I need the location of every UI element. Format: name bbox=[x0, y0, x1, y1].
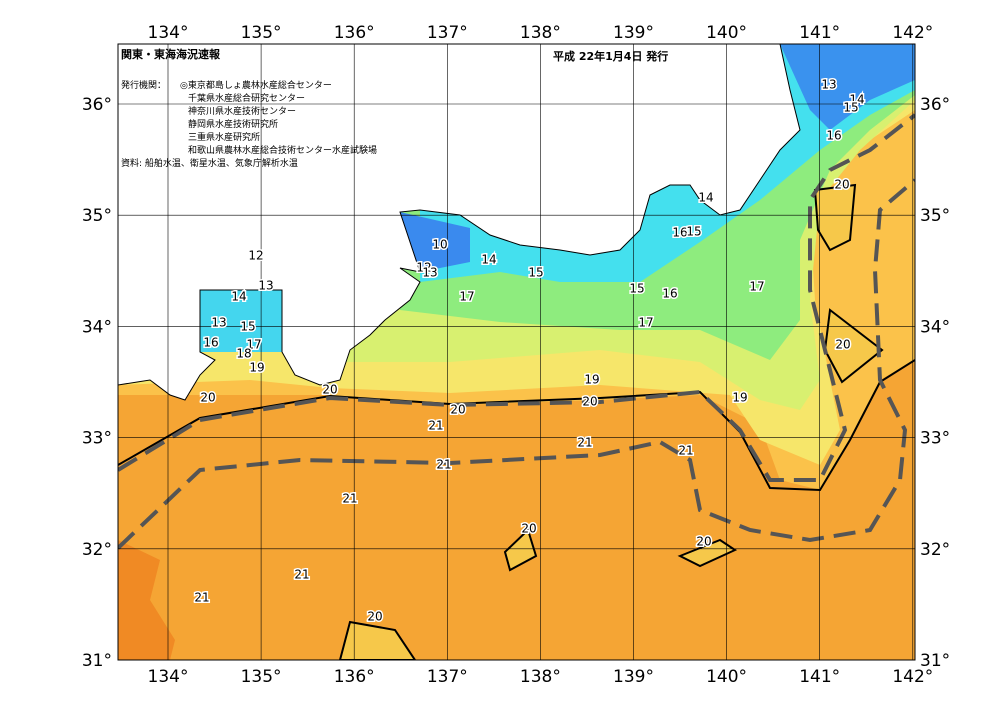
longitude-label: 141° bbox=[799, 23, 840, 43]
issuer: 三重県水産研究所 bbox=[188, 131, 260, 143]
contour-label: 16 bbox=[203, 336, 218, 350]
contour-label: 20 bbox=[521, 522, 536, 536]
longitude-label: 141° bbox=[799, 667, 840, 687]
longitude-label: 142° bbox=[892, 23, 933, 43]
contour-label: 14 bbox=[481, 253, 496, 267]
issuer: 和歌山県農林水産総合技術センター水産試験場 bbox=[188, 144, 377, 156]
contour-label: 13 bbox=[211, 316, 226, 330]
contour-label: 20 bbox=[582, 395, 597, 409]
contour-label: 20 bbox=[835, 338, 850, 352]
issuer: 静岡県水産技術研究所 bbox=[188, 118, 278, 130]
latitude-label: 35° bbox=[82, 206, 112, 226]
contour-label: 18 bbox=[236, 347, 251, 361]
latitude-label: 33° bbox=[920, 429, 950, 449]
latitude-label: 33° bbox=[82, 429, 112, 449]
issuer: 千葉県水産総合研究センター bbox=[188, 92, 305, 104]
longitude-label: 136° bbox=[334, 23, 375, 43]
longitude-label: 140° bbox=[706, 667, 747, 687]
longitude-label: 139° bbox=[613, 23, 654, 43]
contour-label: 20 bbox=[322, 383, 337, 397]
longitude-label: 137° bbox=[427, 23, 468, 43]
contour-label: 14 bbox=[698, 191, 713, 205]
contour-label: 20 bbox=[367, 610, 382, 624]
contour-label: 15 bbox=[686, 225, 701, 239]
contour-label: 13 bbox=[422, 266, 437, 280]
contour-label: 20 bbox=[834, 178, 849, 192]
contour-label: 21 bbox=[436, 458, 451, 472]
longitude-label: 138° bbox=[520, 667, 561, 687]
title: 関東・東海海況速報 bbox=[121, 47, 221, 61]
longitude-label: 142° bbox=[892, 667, 933, 687]
contour-label: 20 bbox=[450, 403, 465, 417]
latitude-label: 36° bbox=[82, 95, 112, 115]
contour-label: 15 bbox=[240, 320, 255, 334]
map-frame bbox=[117, 43, 916, 661]
data-source: 資料: 船舶水温、衛星水温、気象庁解析水温 bbox=[121, 157, 298, 169]
contour-label: 21 bbox=[194, 591, 209, 605]
longitude-label: 138° bbox=[520, 23, 561, 43]
contour-label: 17 bbox=[246, 338, 261, 352]
contour-label: 10 bbox=[432, 238, 447, 252]
latitude-label: 31° bbox=[82, 651, 112, 671]
issuer-list: ◎東京都島しょ農林水産総合センター千葉県水産総合研究センター神奈川県水産技術セン… bbox=[180, 79, 377, 156]
longitude-label: 136° bbox=[334, 667, 375, 687]
contour-label: 16 bbox=[672, 226, 687, 240]
latitude-label: 35° bbox=[920, 206, 950, 226]
latitude-label: 32° bbox=[920, 540, 950, 560]
contour-label: 17 bbox=[749, 280, 764, 294]
contour-label: 12 bbox=[416, 261, 431, 275]
contour-label: 20 bbox=[200, 391, 215, 405]
contour-label: 13 bbox=[258, 279, 273, 293]
coordinate-labels: 134° 134° 135° 135° 136° 136° 137° 137° 138° 138°… bbox=[82, 23, 950, 687]
contour-label: 21 bbox=[342, 492, 357, 506]
latitude-label: 34° bbox=[920, 317, 950, 337]
issue-date: 平成 22年1月4日 発行 bbox=[553, 49, 668, 63]
issuer: 神奈川県水産技術センター bbox=[188, 105, 296, 117]
contour-label: 16 bbox=[662, 287, 677, 301]
latitude-label: 32° bbox=[82, 540, 112, 560]
contour-label: 20 bbox=[696, 535, 711, 549]
contour-label: 21 bbox=[678, 444, 693, 458]
longitude-label: 137° bbox=[427, 667, 468, 687]
longitude-label: 135° bbox=[241, 667, 282, 687]
contour-label: 16 bbox=[826, 129, 841, 143]
issuer-label: 発行機関： bbox=[121, 79, 166, 91]
contour-label: 19 bbox=[584, 373, 599, 387]
longitude-label: 134° bbox=[148, 23, 189, 43]
contour-label: 15 bbox=[629, 282, 644, 296]
contour-label: 21 bbox=[577, 436, 592, 450]
issuer: ◎東京都島しょ農林水産総合センター bbox=[180, 79, 332, 91]
contour-label: 19 bbox=[732, 391, 747, 405]
contour-label: 12 bbox=[248, 249, 263, 263]
longitude-label: 134° bbox=[148, 667, 189, 687]
contour-label: 15 bbox=[843, 101, 858, 115]
contour-label: 15 bbox=[528, 266, 543, 280]
latitude-label: 31° bbox=[920, 651, 950, 671]
latitude-label: 36° bbox=[920, 95, 950, 115]
sea-temperature-map bbox=[118, 44, 915, 660]
contour-label: 14 bbox=[231, 290, 246, 304]
contour-label: 21 bbox=[294, 568, 309, 582]
contour-label: 17 bbox=[638, 316, 653, 330]
longitude-label: 135° bbox=[241, 23, 282, 43]
contour-label: 21 bbox=[428, 419, 443, 433]
contour-label: 14 bbox=[849, 93, 864, 107]
latitude-label: 34° bbox=[82, 317, 112, 337]
contour-label: 13 bbox=[821, 78, 836, 92]
longitude-label: 140° bbox=[706, 23, 747, 43]
contour-label: 19 bbox=[249, 361, 264, 375]
contour-label: 17 bbox=[459, 290, 474, 304]
longitude-label: 139° bbox=[613, 667, 654, 687]
